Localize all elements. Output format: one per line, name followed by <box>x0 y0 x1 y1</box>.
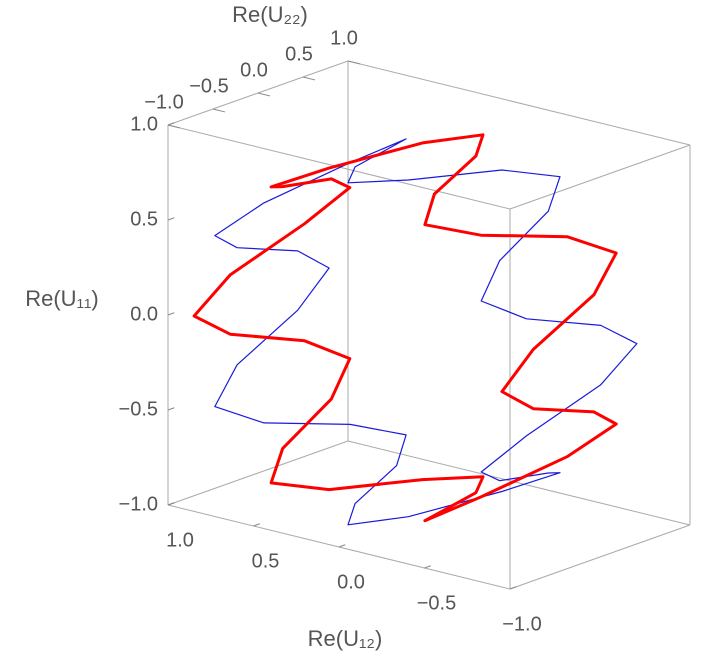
trajectory <box>214 138 638 526</box>
z-tick <box>167 312 175 316</box>
box-edge <box>509 524 691 590</box>
z-tick <box>167 122 175 126</box>
box-edge <box>167 124 511 210</box>
x-tick-label: −1.0 <box>502 613 541 635</box>
z-tick-label: −1.0 <box>119 493 158 515</box>
box-edge <box>167 440 349 506</box>
y-tick-label: 1.0 <box>330 27 358 49</box>
z-tick-label: 0.0 <box>130 303 158 325</box>
x-tick-label: 0.5 <box>252 550 280 572</box>
y-tick <box>257 92 271 97</box>
box-edge <box>347 440 691 526</box>
z-tick-label: 0.5 <box>130 208 158 230</box>
x-tick <box>509 586 517 590</box>
z-tick-label: 1.0 <box>130 113 158 135</box>
y-tick-label: 0.0 <box>240 59 268 81</box>
z-axis-label: Re(U₁₁) <box>25 286 99 311</box>
y-tick-label: 0.5 <box>285 43 313 65</box>
x-tick <box>253 523 260 527</box>
z-tick <box>167 407 175 411</box>
z-tick <box>167 502 175 506</box>
y-tick <box>167 124 181 129</box>
box-edge <box>347 60 691 146</box>
x-axis-label: Re(U₁₂) <box>308 626 383 651</box>
box-edge <box>509 144 691 210</box>
y-tick <box>347 60 361 65</box>
y-tick-label: −1.0 <box>144 91 183 113</box>
y-tick <box>302 76 316 81</box>
y-tick-label: −0.5 <box>189 75 228 97</box>
x-tick-label: 1.0 <box>166 529 194 551</box>
z-tick <box>167 217 175 221</box>
y-axis-label: Re(U₂₂) <box>232 2 308 27</box>
x-tick <box>338 544 346 548</box>
z-tick-label: −0.5 <box>119 398 158 420</box>
trajectory <box>192 133 618 523</box>
y-tick <box>212 108 226 113</box>
x-tick-label: −0.5 <box>417 592 456 614</box>
x-tick <box>424 565 431 569</box>
x-tick-label: 0.0 <box>337 571 365 593</box>
